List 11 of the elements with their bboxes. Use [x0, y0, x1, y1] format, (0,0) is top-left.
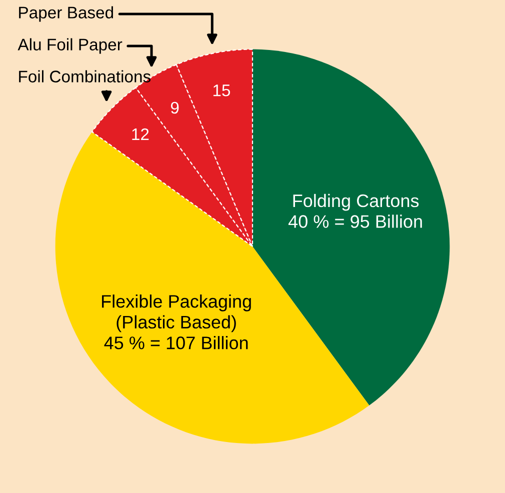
data-label: 12	[132, 128, 149, 140]
data-label: 45 % = 107 Billion	[104, 336, 248, 350]
slice-label: Foil Combinations	[19, 70, 151, 82]
data-label: 15	[213, 84, 230, 96]
slice-label: Folding Cartons	[293, 194, 419, 211]
slice-label: Flexible Packaging (Plastic Based)	[102, 294, 251, 332]
slice-label: Alu Foil Paper	[18, 38, 122, 54]
pie-slice	[252, 49, 450, 406]
slice-label: Paper Based	[19, 6, 114, 22]
data-label: 9	[170, 102, 179, 114]
data-label: 40 % = 95 Billion	[288, 214, 422, 228]
